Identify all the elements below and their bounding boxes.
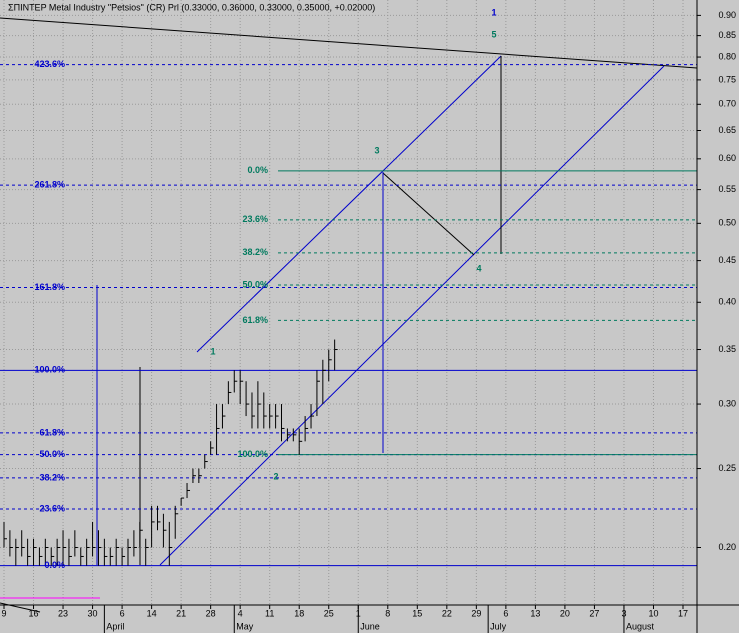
- x-tick-label: 13: [530, 608, 540, 618]
- wave-line: [382, 172, 475, 256]
- month-label: July: [490, 621, 507, 631]
- y-tick-label: 0.55: [718, 184, 736, 194]
- y-tick-label: 0.60: [718, 153, 736, 163]
- month-label: June: [360, 621, 380, 631]
- x-tick-label: 29: [471, 608, 481, 618]
- fib-label: 0.0%: [44, 560, 65, 570]
- x-tick-label: 28: [206, 608, 216, 618]
- fib-label: 100.0%: [34, 365, 65, 375]
- y-tick-label: 0.70: [718, 99, 736, 109]
- y-tick-label: 0.30: [718, 398, 736, 408]
- month-label: August: [626, 621, 655, 631]
- x-tick-label: 23: [58, 608, 68, 618]
- month-label: May: [236, 621, 254, 631]
- y-tick-label: 0.20: [718, 542, 736, 552]
- fib-label: 161.8%: [34, 282, 65, 292]
- wave-label: 2: [273, 471, 278, 481]
- x-tick-label: 6: [503, 608, 508, 618]
- fib-label: 100.0%: [237, 449, 268, 459]
- fib-label: 50.0%: [242, 279, 268, 289]
- x-tick-label: 4: [238, 608, 243, 618]
- x-tick-label: 8: [385, 608, 390, 618]
- y-tick-label: 0.45: [718, 255, 736, 265]
- y-tick-label: 0.40: [718, 297, 736, 307]
- chart-title: ΣΠΙΝΤΕΡ Metal Industry "Petsios" (CR) Pr…: [8, 2, 375, 12]
- x-tick-label: 6: [120, 608, 125, 618]
- fib-label: 261.8%: [34, 180, 65, 190]
- x-tick-label: 30: [88, 608, 98, 618]
- y-tick-label: 0.80: [718, 51, 736, 61]
- grid: [0, 0, 697, 605]
- x-tick-label: 9: [1, 608, 6, 618]
- wave-label: 3: [374, 145, 379, 155]
- y-tick-label: 0.50: [718, 218, 736, 228]
- x-tick-label: 21: [176, 608, 186, 618]
- fib-label: 38.2%: [39, 472, 65, 482]
- wave-label: 4: [476, 263, 481, 273]
- fib-label: 61.8%: [242, 315, 268, 325]
- trend-line: [0, 17, 698, 69]
- plot: [0, 17, 698, 613]
- y-tick-label: 0.75: [718, 74, 736, 84]
- cycle-label: 1: [491, 7, 496, 17]
- fib-label: 38.2%: [242, 247, 268, 257]
- fib-label: 423.6%: [34, 59, 65, 69]
- x-tick-label: 14: [147, 608, 157, 618]
- fib-label: 50.0%: [39, 449, 65, 459]
- y-tick-label: 0.90: [718, 10, 736, 20]
- fib-label: 23.6%: [39, 503, 65, 513]
- y-tick-label: 0.85: [718, 30, 736, 40]
- y-tick-label: 0.65: [718, 125, 736, 135]
- fib-label: 0.0%: [247, 165, 268, 175]
- fib-label: 61.8%: [39, 427, 65, 437]
- x-tick-label: 11: [265, 608, 274, 618]
- x-tick-label: 22: [442, 608, 452, 618]
- x-tick-label: 25: [324, 608, 334, 618]
- month-label: April: [106, 621, 124, 631]
- x-tick-label: 17: [678, 608, 688, 618]
- x-tick-label: 10: [648, 608, 658, 618]
- channel-upper: [196, 55, 502, 353]
- x-tick-label: 20: [560, 608, 570, 618]
- x-tick-label: 16: [29, 608, 39, 618]
- channel-lower: [159, 65, 665, 566]
- wave-label: 1: [210, 346, 215, 356]
- x-tick-label: 15: [412, 608, 422, 618]
- x-tick-label: 18: [294, 608, 304, 618]
- wave-label: 5: [491, 29, 496, 39]
- fib-label: 23.6%: [242, 214, 268, 224]
- y-tick-label: 0.25: [718, 463, 736, 473]
- y-tick-label: 0.35: [718, 344, 736, 354]
- x-tick-label: 27: [589, 608, 599, 618]
